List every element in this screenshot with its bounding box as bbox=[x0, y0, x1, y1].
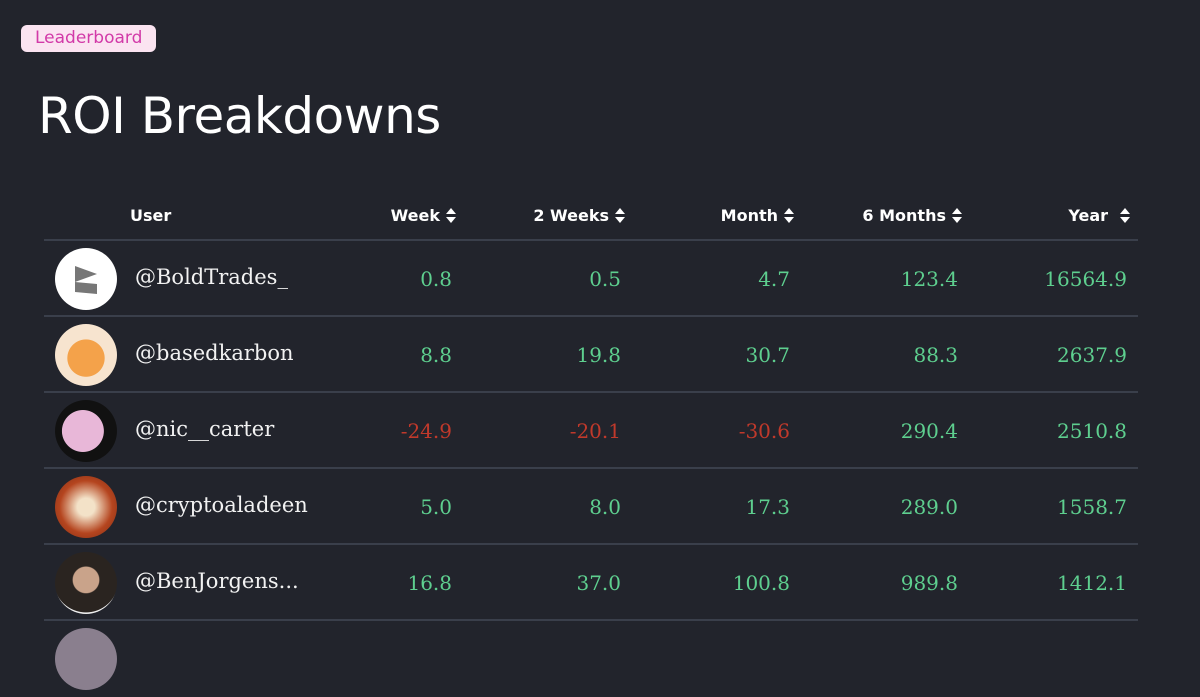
roi-value: 37.0 bbox=[576, 571, 621, 595]
roi-value: 19.8 bbox=[576, 343, 621, 367]
roi-value: 17.3 bbox=[745, 495, 790, 519]
roi-value: 289.0 bbox=[900, 495, 958, 519]
roi-value: -30.6 bbox=[738, 419, 790, 443]
sort-icon[interactable] bbox=[1120, 208, 1131, 223]
avatar bbox=[55, 628, 117, 690]
avatar bbox=[55, 476, 117, 538]
roi-value: -20.1 bbox=[569, 419, 621, 443]
username-link[interactable]: @BoldTrades_ bbox=[135, 265, 288, 289]
header-label: Week bbox=[390, 206, 440, 225]
leaderboard-badge[interactable]: Leaderboard bbox=[21, 25, 157, 52]
avatar bbox=[55, 552, 117, 614]
username-link[interactable]: @cryptoaladeen bbox=[135, 493, 308, 517]
table-row[interactable]: @nic__carter -24.9 -20.1 -30.6 290.4 2510.8 bbox=[44, 393, 1138, 469]
avatar bbox=[55, 248, 117, 310]
roi-value: 100.8 bbox=[732, 571, 790, 595]
column-header-month[interactable]: Month bbox=[721, 206, 795, 225]
table-header: User Week 2 Weeks Month 6 Months Year bbox=[44, 190, 1138, 241]
sort-icon[interactable] bbox=[784, 208, 795, 223]
column-header-user: User bbox=[130, 206, 171, 225]
page-title: ROI Breakdowns bbox=[38, 87, 441, 145]
header-label: 6 Months bbox=[862, 206, 946, 225]
roi-value: 8.0 bbox=[589, 495, 621, 519]
header-label: User bbox=[130, 206, 172, 225]
column-header-2-weeks[interactable]: 2 Weeks bbox=[533, 206, 626, 225]
roi-value: 16564.9 bbox=[1044, 267, 1127, 291]
table-row[interactable]: @cryptoaladeen 5.0 8.0 17.3 289.0 1558.7 bbox=[44, 469, 1138, 545]
table-row[interactable]: @basedkarbon 8.8 19.8 30.7 88.3 2637.9 bbox=[44, 317, 1138, 393]
roi-value: 30.7 bbox=[745, 343, 790, 367]
sort-icon[interactable] bbox=[446, 208, 457, 223]
roi-value: 4.7 bbox=[758, 267, 790, 291]
header-label: 2 Weeks bbox=[533, 206, 609, 225]
roi-value: -24.9 bbox=[400, 419, 452, 443]
column-header-year[interactable]: Year bbox=[1068, 206, 1131, 225]
column-header-week[interactable]: Week bbox=[391, 206, 457, 225]
roi-value: 88.3 bbox=[913, 343, 958, 367]
roi-value: 0.8 bbox=[420, 267, 452, 291]
table-row[interactable]: @BenJorgens... 16.8 37.0 100.8 989.8 1412.1 bbox=[44, 545, 1138, 621]
column-header-6-months[interactable]: 6 Months bbox=[862, 206, 963, 225]
roi-value: 16.8 bbox=[407, 571, 452, 595]
header-label: Month bbox=[720, 206, 778, 225]
roi-value: 290.4 bbox=[900, 419, 958, 443]
sort-icon[interactable] bbox=[952, 208, 963, 223]
header-label: Year bbox=[1068, 206, 1108, 225]
avatar bbox=[55, 400, 117, 462]
username-link[interactable]: @basedkarbon bbox=[135, 341, 294, 365]
roi-value: 1558.7 bbox=[1057, 495, 1127, 519]
roi-value: 2510.8 bbox=[1057, 419, 1127, 443]
sort-icon[interactable] bbox=[615, 208, 626, 223]
roi-value: 2637.9 bbox=[1057, 343, 1127, 367]
roi-value: 5.0 bbox=[420, 495, 452, 519]
table-row[interactable]: @BoldTrades_ 0.8 0.5 4.7 123.4 16564.9 bbox=[44, 241, 1138, 317]
avatar bbox=[55, 324, 117, 386]
roi-value: 123.4 bbox=[900, 267, 958, 291]
roi-value: 1412.1 bbox=[1057, 571, 1127, 595]
roi-table: User Week 2 Weeks Month 6 Months Year @B… bbox=[44, 190, 1138, 697]
username-link[interactable]: @nic__carter bbox=[135, 417, 275, 441]
roi-value: 0.5 bbox=[589, 267, 621, 291]
username-link[interactable]: @BenJorgens... bbox=[135, 569, 299, 593]
roi-value: 8.8 bbox=[420, 343, 452, 367]
roi-value: 989.8 bbox=[900, 571, 958, 595]
table-row-partial bbox=[44, 621, 1138, 697]
